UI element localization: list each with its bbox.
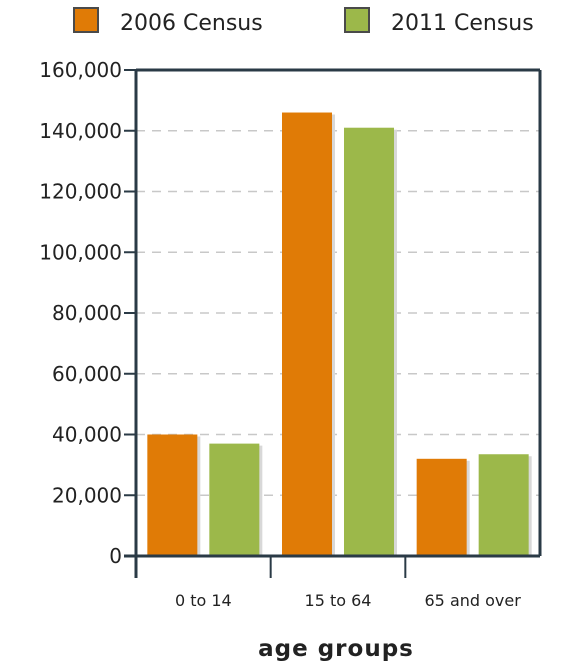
x-axis-title: age groups <box>258 636 414 662</box>
bar-series-1 <box>147 434 198 556</box>
y-tick-label: 140,000 <box>39 119 122 143</box>
bar-series-1 <box>282 112 332 557</box>
y-tick-label: 60,000 <box>52 362 122 386</box>
bar-series-2 <box>478 454 529 556</box>
legend-label: 2006 Census <box>120 11 263 36</box>
y-tick-label: 100,000 <box>39 240 122 264</box>
y-tick-label: 160,000 <box>39 58 122 82</box>
x-category-label: 0 to 14 <box>175 591 232 610</box>
axes <box>124 68 542 578</box>
legend-swatch <box>73 7 99 33</box>
bar-series-1 <box>416 458 467 556</box>
bars <box>147 112 532 557</box>
y-tick-label: 0 <box>109 544 122 568</box>
x-category-label: 65 and over <box>425 591 522 610</box>
y-tick-label: 40,000 <box>52 423 122 447</box>
grid-lines <box>136 130 540 496</box>
bar-series-2 <box>344 127 394 557</box>
bar-series-2 <box>209 443 260 556</box>
legend-swatch <box>344 7 370 33</box>
legend: 2006 Census 2011 Census <box>73 7 534 36</box>
y-tick-label: 80,000 <box>52 301 122 325</box>
y-tick-label: 20,000 <box>52 483 122 507</box>
x-axis-categories: 0 to 14 15 to 64 65 and over <box>175 591 521 610</box>
x-category-label: 15 to 64 <box>305 591 372 610</box>
legend-label: 2011 Census <box>391 11 534 36</box>
y-tick-label: 120,000 <box>39 180 122 204</box>
y-axis-ticks: 0 20,000 40,000 60,000 80,000 100,000 120,000 1… <box>39 58 136 568</box>
